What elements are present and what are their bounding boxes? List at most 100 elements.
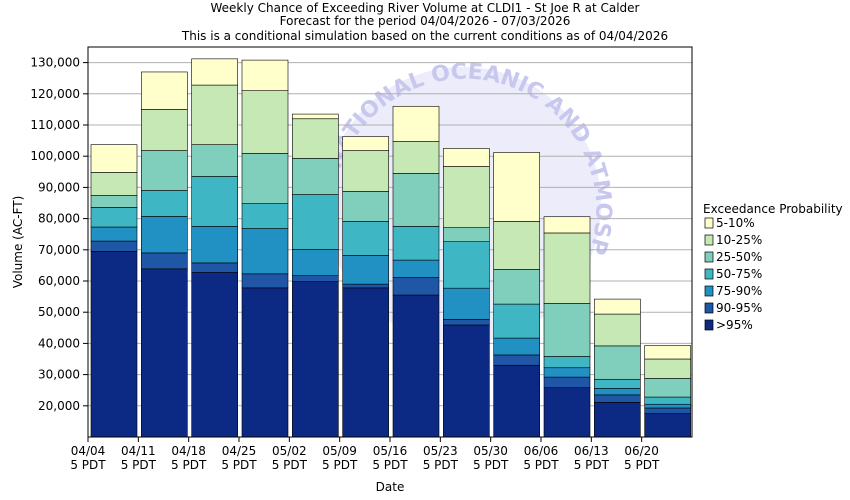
- chart-title-block: Weekly Chance of Exceeding River Volume …: [181, 1, 668, 43]
- bar-segment: [392, 277, 440, 296]
- bar-segment: [90, 226, 138, 242]
- bar-segment: [342, 150, 389, 192]
- bar-segment: [392, 226, 440, 261]
- legend-title: Exceedance Probability: [703, 202, 843, 216]
- bar-segment: [292, 113, 339, 120]
- legend-entry: >95%: [716, 318, 753, 332]
- bar-segment: [292, 249, 339, 276]
- bar-segment: [191, 84, 238, 145]
- bar-segment: [90, 144, 138, 173]
- bar-segment: [594, 313, 641, 347]
- bar-segment: [90, 240, 138, 252]
- x-tick-label-date: 06/06: [524, 444, 559, 458]
- x-tick-label-time: 5 PDT: [574, 458, 610, 472]
- bar-segment: [292, 275, 339, 282]
- bar-segment: [292, 194, 339, 250]
- legend-swatch: [704, 268, 714, 280]
- x-tick-label-date: 04/18: [171, 444, 206, 458]
- bar-stack-04-04: [90, 144, 138, 438]
- grid-lines: [88, 62, 692, 407]
- bar-segment: [141, 216, 188, 254]
- bar-segment: [543, 356, 591, 369]
- bar-segment: [493, 221, 540, 270]
- bar-segment: [90, 172, 138, 196]
- bar-segment: [493, 337, 540, 356]
- bar-segment: [644, 407, 691, 414]
- y-tick-label: 60,000: [38, 274, 80, 288]
- bar-segment: [342, 191, 389, 222]
- bar-stack-04-11: [141, 71, 188, 438]
- bar-segment: [191, 271, 238, 438]
- x-tick-label-date: 06/13: [574, 444, 609, 458]
- bar-segment: [241, 59, 289, 91]
- bar-segment: [493, 354, 540, 366]
- bar-segment: [342, 221, 389, 256]
- legend-entry: 50-75%: [716, 267, 762, 281]
- y-tick-label: 110,000: [30, 118, 80, 132]
- bar-stack-05-23: [443, 148, 490, 438]
- bar-segment: [543, 376, 591, 389]
- x-tick-label-date: 05/16: [373, 444, 408, 458]
- x-tick-label-date: 06/20: [624, 444, 659, 458]
- bar-segment: [644, 413, 691, 438]
- bar-segment: [392, 294, 440, 438]
- bar-segment: [141, 71, 188, 110]
- bar-segment: [594, 402, 641, 438]
- x-tick-label-time: 5 PDT: [70, 458, 106, 472]
- bar-segment: [191, 262, 238, 273]
- x-tick-label-date: 05/30: [473, 444, 508, 458]
- bar-segment: [191, 58, 238, 86]
- x-tick-label-date: 05/23: [423, 444, 458, 458]
- bar-segment: [141, 252, 188, 270]
- bar-segment: [241, 90, 289, 154]
- bar-segment: [292, 118, 339, 159]
- bar-segment: [543, 216, 591, 234]
- legend-entry: 10-25%: [716, 233, 762, 247]
- x-tick-label-date: 04/25: [222, 444, 257, 458]
- bar-segment: [241, 228, 289, 275]
- x-tick-label-date: 04/11: [121, 444, 156, 458]
- legend-entry: 90-95%: [716, 301, 762, 315]
- y-tick-label: 90,000: [38, 180, 80, 194]
- bar-segment: [443, 241, 490, 289]
- x-tick-label-time: 5 PDT: [322, 458, 358, 472]
- bar-segment: [90, 195, 138, 208]
- bar-segment: [594, 394, 641, 403]
- bar-stack-04-18: [191, 58, 238, 438]
- bar-segment: [90, 251, 138, 438]
- bar-segment: [493, 303, 540, 339]
- chart-subtitle-conditions: This is a conditional simulation based o…: [181, 29, 668, 43]
- bar-segment: [241, 273, 289, 289]
- bar-segment: [493, 364, 540, 438]
- bar-segment: [342, 283, 389, 289]
- bar-stack-06-06: [543, 216, 591, 438]
- y-tick-label: 20,000: [38, 399, 80, 413]
- bar-segment: [392, 141, 440, 174]
- bar-segment: [443, 319, 490, 326]
- bar-segment: [292, 158, 339, 195]
- bar-segment: [594, 388, 641, 396]
- y-tick-label: 130,000: [30, 56, 80, 70]
- bar-segment: [191, 144, 238, 177]
- legend-entry: 25-50%: [716, 250, 762, 264]
- bar-segment: [493, 152, 540, 222]
- bar-segment: [392, 105, 440, 142]
- legend-entry: 5-10%: [716, 216, 755, 230]
- bar-segment: [141, 109, 188, 151]
- bar-segment: [644, 403, 691, 409]
- bar-segment: [90, 207, 138, 228]
- bar-segment: [443, 227, 490, 242]
- legend-swatch: [704, 285, 714, 297]
- legend: Exceedance Probability 5-10% 10-25% 25-50%…: [703, 202, 843, 332]
- bar-segment: [644, 378, 691, 398]
- bar-segment: [543, 387, 591, 438]
- bar-segment: [141, 268, 188, 438]
- legend-swatch: [704, 319, 714, 331]
- x-axis-title: Date: [376, 480, 405, 494]
- x-tick-label-time: 5 PDT: [372, 458, 408, 472]
- bar-segment: [191, 176, 238, 227]
- bar-stack-06-20: [644, 345, 691, 438]
- bar-stack-05-09: [342, 136, 389, 438]
